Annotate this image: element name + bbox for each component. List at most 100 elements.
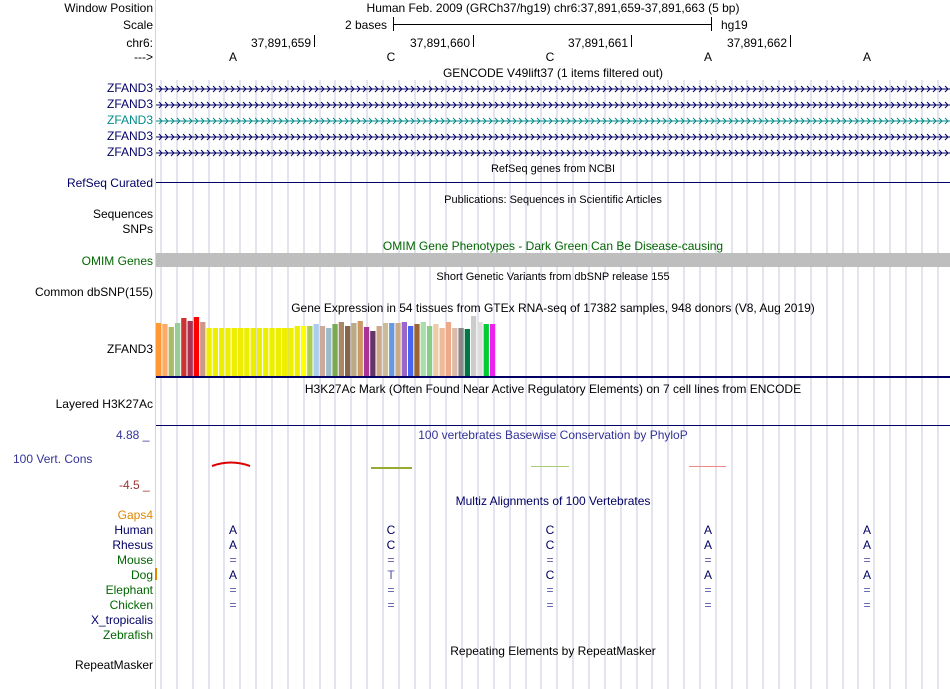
gtex-tissue-bar[interactable] <box>395 323 401 376</box>
gtex-tissue-bar[interactable] <box>231 328 237 376</box>
gtex-tissue-bar[interactable] <box>307 326 313 376</box>
gaps-label[interactable]: Gaps4 <box>117 508 153 522</box>
gtex-tissue-bar[interactable] <box>370 331 376 376</box>
gtex-tissue-bar[interactable] <box>458 328 464 376</box>
gtex-tissue-bar[interactable] <box>288 328 294 376</box>
gtex-tissue-bar[interactable] <box>363 327 370 376</box>
gtex-tissue-bar[interactable] <box>382 323 389 376</box>
publications-label-sequences[interactable]: Sequences <box>92 207 153 221</box>
species-label[interactable]: Dog <box>130 568 153 582</box>
h3k27ac-label[interactable]: Layered H3K27Ac <box>55 397 153 411</box>
gtex-tissue-bar[interactable] <box>269 328 275 376</box>
species-label[interactable]: Mouse <box>116 553 153 567</box>
gtex-tissue-bar[interactable] <box>351 323 357 376</box>
gtex-tissue-bar[interactable] <box>345 326 351 376</box>
gtex-tissue-bar[interactable] <box>300 326 307 376</box>
species-label[interactable]: Zebrafish <box>102 628 153 642</box>
species-label[interactable]: Rhesus <box>112 538 153 552</box>
gencode-transcript[interactable] <box>156 132 950 142</box>
gencode-gene-label[interactable]: ZFAND3 <box>106 97 153 111</box>
gtex-tissue-bar[interactable] <box>275 328 281 376</box>
gtex-tissue-bar[interactable] <box>426 326 433 376</box>
gtex-tissue-bar[interactable] <box>162 324 168 376</box>
gtex-tissue-bar[interactable] <box>408 326 414 376</box>
species-label[interactable]: X_tropicalis <box>90 613 153 627</box>
gtex-tissue-bar[interactable] <box>294 326 300 376</box>
gtex-tissue-bar[interactable] <box>212 328 218 376</box>
gencode-transcript[interactable] <box>156 116 950 126</box>
gtex-tissue-bar[interactable] <box>452 328 458 376</box>
phylop-label[interactable]: 100 Vert. Cons <box>13 452 93 466</box>
refseq-label[interactable]: RefSeq Curated <box>66 176 153 190</box>
refseq-title[interactable]: RefSeq genes from NCBI <box>490 163 616 175</box>
strand-arrow <box>854 133 859 141</box>
gtex-tissue-bar[interactable] <box>414 324 420 376</box>
gtex-tissue-bar[interactable] <box>464 329 470 376</box>
gtex-tissue-bar[interactable] <box>433 324 439 376</box>
gtex-tissue-bar[interactable] <box>237 328 244 376</box>
publications-label-snps[interactable]: SNPs <box>122 222 153 236</box>
gtex-tissue-bar[interactable] <box>313 324 319 376</box>
gtex-tissue-bar[interactable] <box>193 317 200 376</box>
gtex-bar-chart[interactable] <box>156 316 950 380</box>
gencode-gene-label[interactable]: ZFAND3 <box>106 113 153 127</box>
gtex-tissue-bar[interactable] <box>250 328 256 376</box>
gtex-tissue-bar[interactable] <box>174 323 181 376</box>
gtex-tissue-bar[interactable] <box>389 323 395 376</box>
gtex-tissue-bar[interactable] <box>483 324 489 376</box>
gtex-tissue-bar[interactable] <box>477 322 483 376</box>
gtex-tissue-bar[interactable] <box>338 322 344 376</box>
refseq-gene-line[interactable] <box>156 182 950 183</box>
strand-arrow <box>896 85 901 93</box>
species-label[interactable]: Chicken <box>109 598 153 612</box>
gtex-tissue-bar[interactable] <box>401 322 407 376</box>
gtex-tissue-bar[interactable] <box>219 328 225 376</box>
gtex-tissue-bar[interactable] <box>200 322 206 376</box>
gencode-title[interactable]: GENCODE V49lift37 (1 items filtered out) <box>442 66 664 80</box>
gtex-tissue-bar[interactable] <box>263 328 269 376</box>
gtex-tissue-bar[interactable] <box>187 321 193 376</box>
species-label[interactable]: Elephant <box>105 583 153 597</box>
repeatmasker-label[interactable]: RepeatMasker <box>74 658 153 672</box>
gtex-tissue-bar[interactable] <box>420 322 426 376</box>
gtex-tissue-bar[interactable] <box>256 328 263 376</box>
repeatmasker-title[interactable]: Repeating Elements by RepeatMasker <box>450 644 656 658</box>
publications-title[interactable]: Publications: Sequences in Scientific Ar… <box>444 194 662 206</box>
omim-gene-bar[interactable] <box>156 253 950 267</box>
gtex-tissue-bar[interactable] <box>439 328 445 376</box>
gtex-tissue-bar[interactable] <box>445 322 452 376</box>
gtex-tissue-bar[interactable] <box>376 326 382 376</box>
gtex-tissue-bar[interactable] <box>326 328 332 376</box>
species-label[interactable]: Human <box>114 523 153 537</box>
gtex-tissue-bar[interactable] <box>489 324 496 376</box>
window-position-value[interactable]: Human Feb. 2009 (GRCh37/hg19) chr6:37,89… <box>366 1 740 15</box>
gtex-tissue-bar[interactable] <box>282 328 288 376</box>
gencode-gene-label[interactable]: ZFAND3 <box>106 129 153 143</box>
gtex-tissue-bar[interactable] <box>181 318 187 376</box>
omim-label[interactable]: OMIM Genes <box>81 254 153 268</box>
dbsnp-title[interactable]: Short Genetic Variants from dbSNP releas… <box>436 271 670 283</box>
gencode-gene-label[interactable]: ZFAND3 <box>106 81 153 95</box>
gtex-title[interactable]: Gene Expression in 54 tissues from GTEx … <box>291 301 815 315</box>
gtex-tissue-bar[interactable] <box>244 328 250 376</box>
gtex-tissue-bar[interactable] <box>319 326 326 376</box>
dbsnp-label[interactable]: Common dbSNP(155) <box>34 285 153 299</box>
gencode-transcript[interactable] <box>156 100 950 110</box>
gtex-tissue-bar[interactable] <box>168 327 174 376</box>
gtex-label[interactable]: ZFAND3 <box>106 342 153 356</box>
gtex-tissue-bar[interactable] <box>206 328 212 376</box>
h3k27ac-title[interactable]: H3K27Ac Mark (Often Found Near Active Re… <box>304 382 802 396</box>
gencode-transcript[interactable] <box>156 148 950 158</box>
strand-arrow <box>776 117 781 125</box>
gtex-tissue-bar[interactable] <box>156 323 162 376</box>
gencode-transcript[interactable] <box>156 84 950 94</box>
gtex-tissue-bar[interactable] <box>357 321 363 376</box>
phylop-title[interactable]: 100 vertebrates Basewise Conservation by… <box>418 428 688 442</box>
gencode-gene-label[interactable]: ZFAND3 <box>106 145 153 159</box>
gtex-tissue-bar[interactable] <box>471 316 477 376</box>
gtex-tissue-bar[interactable] <box>225 328 231 376</box>
multiz-title[interactable]: Multiz Alignments of 100 Vertebrates <box>455 494 651 508</box>
gtex-tissue-bar[interactable] <box>332 324 338 376</box>
phylop-wiggle[interactable] <box>156 455 950 475</box>
omim-title[interactable]: OMIM Gene Phenotypes - Dark Green Can Be… <box>382 239 724 253</box>
